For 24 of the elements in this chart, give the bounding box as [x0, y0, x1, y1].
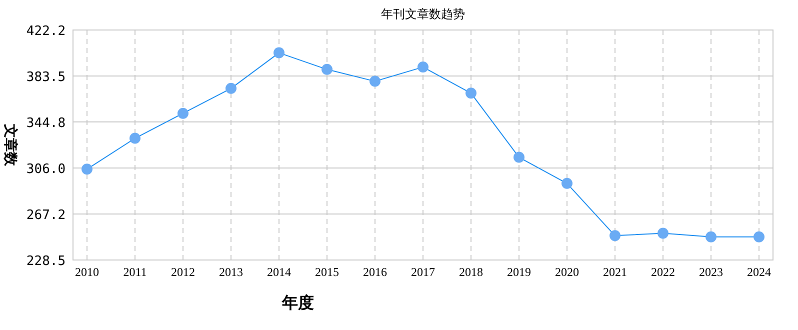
x-tick-label: 2015	[315, 265, 339, 279]
x-tick-label: 2010	[75, 265, 99, 279]
x-tick-label: 2021	[603, 265, 627, 279]
x-tick-label: 2014	[267, 265, 291, 279]
x-tick-label: 2012	[171, 265, 195, 279]
x-tick-label: 2017	[411, 265, 435, 279]
x-axis-title: 年度	[281, 293, 314, 312]
y-tick-label: 228.5	[26, 254, 66, 269]
x-tick-label: 2020	[555, 265, 579, 279]
x-tick-label: 2019	[507, 265, 531, 279]
y-tick-label: 383.5	[26, 70, 66, 85]
y-tick-label: 422.2	[26, 24, 66, 39]
chart-title: 年刊文章数趋势	[381, 7, 465, 21]
y-axis-title: 文章数	[2, 123, 19, 167]
x-tick-label: 2018	[459, 265, 483, 279]
x-tick-label: 2011	[123, 265, 147, 279]
x-tick-label: 2013	[219, 265, 243, 279]
y-tick-label: 267.2	[26, 208, 66, 224]
x-tick-label: 2024	[747, 265, 771, 279]
x-tick-label: 2016	[363, 265, 387, 279]
y-tick-label: 344.8	[26, 116, 66, 131]
x-tick-label: 2023	[699, 265, 723, 279]
y-tick-label: 306.0	[26, 162, 66, 177]
x-tick-label: 2022	[651, 265, 675, 279]
